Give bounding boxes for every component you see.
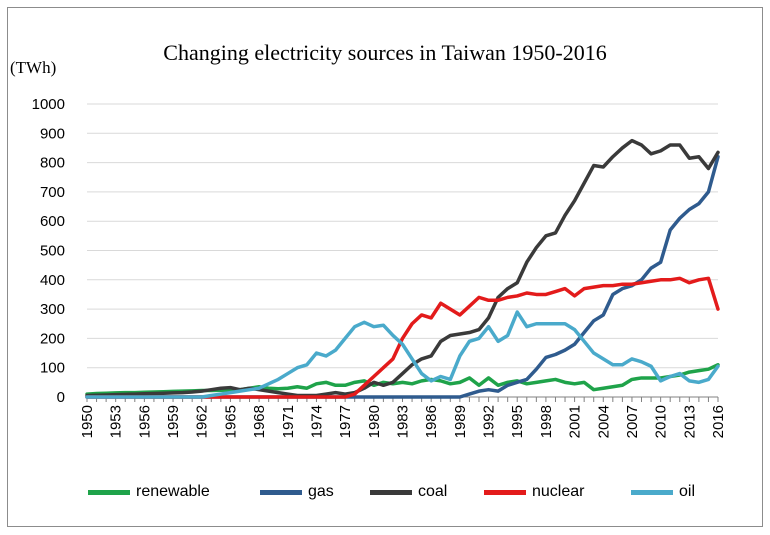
y-tick-label: 1000 xyxy=(32,96,65,113)
gridlines xyxy=(87,103,718,369)
legend-label-gas: gas xyxy=(308,483,334,500)
legend-label-oil: oil xyxy=(679,483,696,500)
y-axis-unit-label: (TWh) xyxy=(10,58,57,77)
legend-item-gas: gas xyxy=(260,480,334,504)
x-tick-labels: 1950 1953 1956 1959 1962 1965 1968 1971 1974 1977… xyxy=(79,405,727,438)
x-tick-label: 1998 xyxy=(538,405,555,438)
series-line-oil xyxy=(85,310,720,399)
legend-label-renewable: renewable xyxy=(136,483,210,500)
y-tick-label: 0 xyxy=(57,389,65,406)
y-tick-label: 400 xyxy=(40,272,65,289)
x-tick-label: 1974 xyxy=(308,405,325,438)
series-lines xyxy=(85,138,720,399)
series-line-renewable xyxy=(85,363,720,396)
x-tick-label: 2007 xyxy=(624,405,641,438)
legend-label-nuclear: nuclear xyxy=(532,483,585,500)
legend-label-coal: coal xyxy=(418,483,448,500)
x-tick-label: 1953 xyxy=(108,405,125,438)
x-tick-label: 1992 xyxy=(481,405,498,438)
x-tick-label: 1986 xyxy=(423,405,440,438)
series-line-coal xyxy=(85,138,720,398)
x-tick-label: 1962 xyxy=(194,405,211,438)
x-tick-label: 2004 xyxy=(595,405,612,438)
legend-swatch-renewable xyxy=(88,489,130,495)
x-tick-label: 2013 xyxy=(681,405,698,438)
x-tick-label: 1989 xyxy=(452,405,469,438)
x-tick-label: 1980 xyxy=(366,405,383,438)
x-tick-label: 1995 xyxy=(509,405,526,438)
legend-swatch-oil xyxy=(631,489,673,495)
x-tick-label: 1956 xyxy=(136,405,153,438)
y-tick-label: 600 xyxy=(40,213,65,230)
legend-item-renewable: renewable xyxy=(88,480,210,504)
x-tick-label: 2016 xyxy=(710,405,727,438)
y-tick-label: 200 xyxy=(40,330,65,347)
legend-item-coal: coal xyxy=(370,480,447,504)
y-tick-label: 800 xyxy=(40,155,65,172)
legend-swatch-coal xyxy=(370,489,412,495)
chart-title: Changing electricity sources in Taiwan 1… xyxy=(163,40,607,65)
legend: renewable gas coal nuclear oil xyxy=(0,480,770,504)
y-tick-label: 900 xyxy=(40,125,65,142)
y-tick-label: 100 xyxy=(40,360,65,377)
legend-item-oil: oil xyxy=(631,480,695,504)
x-tick-label: 1968 xyxy=(251,405,268,438)
y-tick-label: 700 xyxy=(40,184,65,201)
x-tick-label: 2010 xyxy=(653,405,670,438)
x-tick-label: 2001 xyxy=(567,405,584,438)
series-line-gas xyxy=(85,154,720,399)
legend-item-nuclear: nuclear xyxy=(484,480,584,504)
x-tick-label: 1950 xyxy=(79,405,96,438)
y-tick-label: 300 xyxy=(40,301,65,318)
x-tick-label: 1977 xyxy=(337,405,354,438)
x-tick-label: 1965 xyxy=(222,405,239,438)
legend-swatch-gas xyxy=(260,489,302,495)
y-tick-label: 500 xyxy=(40,243,65,260)
x-tick-label: 1971 xyxy=(280,405,297,438)
legend-swatch-nuclear xyxy=(484,489,526,495)
x-tick-label: 1959 xyxy=(165,405,182,438)
series-line-nuclear xyxy=(85,276,720,399)
y-tick-labels: 0 100 200 300 400 500 600 700 800 900 1000 xyxy=(32,96,65,406)
x-tick-label: 1983 xyxy=(395,405,412,438)
chart-frame xyxy=(7,7,763,527)
